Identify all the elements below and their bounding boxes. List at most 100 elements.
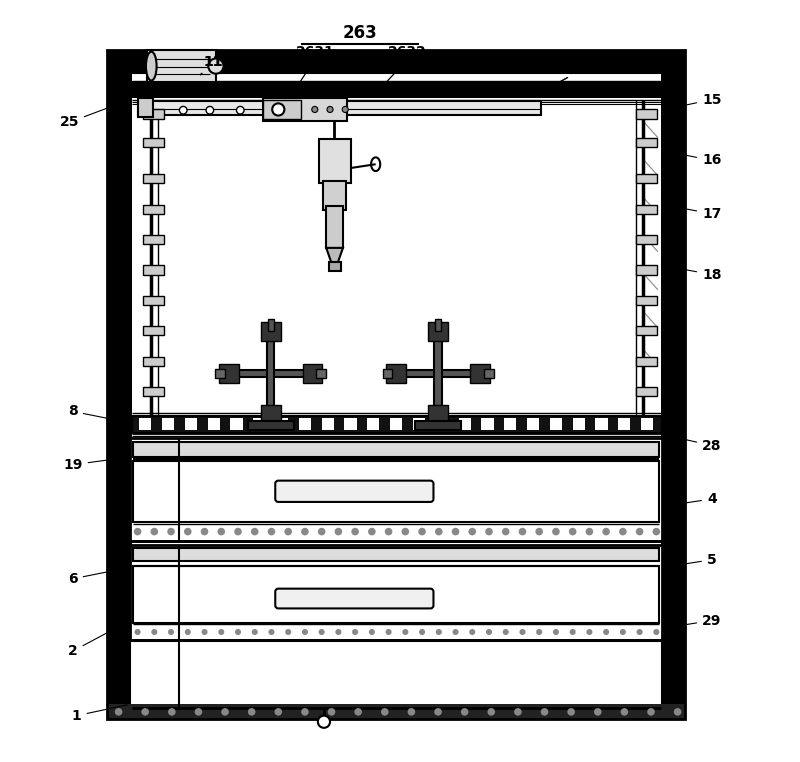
Bar [143, 326, 164, 335]
Circle shape [536, 629, 542, 635]
Text: 4: 4 [665, 492, 717, 506]
Bar [636, 296, 657, 305]
Bar [107, 50, 131, 719]
Text: 6: 6 [68, 568, 127, 586]
Circle shape [654, 629, 659, 635]
Bar [550, 418, 562, 431]
Circle shape [194, 708, 202, 716]
Bar [133, 442, 659, 457]
Text: 29: 29 [665, 613, 722, 628]
Bar [143, 138, 164, 147]
Ellipse shape [146, 52, 157, 81]
Circle shape [502, 629, 509, 635]
Bar [143, 265, 164, 274]
Bar [470, 363, 490, 383]
Bar [230, 418, 242, 431]
Bar [107, 703, 686, 719]
Circle shape [284, 528, 292, 536]
Circle shape [636, 528, 643, 536]
Circle shape [647, 708, 655, 716]
Bar [618, 418, 630, 431]
Circle shape [142, 708, 149, 716]
Text: 17: 17 [673, 207, 722, 221]
Bar [130, 438, 662, 541]
Text: 16: 16 [677, 153, 722, 168]
Bar [299, 418, 311, 431]
Circle shape [134, 528, 142, 536]
Circle shape [234, 528, 242, 536]
Circle shape [453, 629, 458, 635]
Bar [138, 101, 541, 115]
Circle shape [269, 629, 274, 635]
Circle shape [201, 528, 208, 536]
Circle shape [594, 708, 602, 716]
Bar [382, 369, 392, 378]
Circle shape [218, 528, 225, 536]
Circle shape [352, 629, 358, 635]
Bar [207, 418, 220, 431]
Text: 18: 18 [673, 267, 722, 281]
Text: 11: 11 [200, 55, 223, 75]
Bar [573, 418, 585, 431]
Text: 28: 28 [665, 435, 722, 453]
Circle shape [621, 708, 628, 716]
Circle shape [168, 629, 174, 635]
Circle shape [434, 708, 442, 716]
Bar [636, 174, 657, 183]
Circle shape [251, 528, 258, 536]
Bar [261, 322, 281, 341]
Bar [636, 204, 657, 213]
Text: 10: 10 [547, 62, 592, 89]
Circle shape [502, 528, 510, 536]
Circle shape [402, 528, 409, 536]
Circle shape [553, 629, 559, 635]
Circle shape [208, 59, 223, 74]
Circle shape [368, 528, 376, 536]
Circle shape [318, 629, 325, 635]
Bar [139, 418, 151, 431]
Polygon shape [326, 248, 343, 263]
Text: 2631: 2631 [295, 45, 334, 59]
Bar [133, 566, 659, 623]
Bar [263, 98, 346, 121]
Bar [130, 641, 662, 708]
Bar [131, 82, 661, 98]
Circle shape [435, 528, 442, 536]
Bar [367, 418, 379, 431]
Bar [415, 421, 461, 431]
Circle shape [327, 107, 333, 113]
Bar [413, 418, 425, 431]
Circle shape [274, 708, 282, 716]
Circle shape [637, 629, 642, 635]
Circle shape [179, 107, 187, 114]
Bar [636, 138, 657, 147]
Bar [636, 265, 657, 274]
Bar [138, 98, 153, 117]
Bar [434, 331, 442, 415]
Bar [143, 110, 164, 119]
Circle shape [301, 708, 309, 716]
Circle shape [469, 528, 476, 536]
Bar [107, 50, 686, 73]
Text: 2632: 2632 [388, 45, 427, 59]
Circle shape [328, 708, 335, 716]
Circle shape [351, 528, 359, 536]
Bar [131, 73, 661, 433]
Circle shape [519, 629, 526, 635]
Bar [162, 418, 174, 431]
Bar [143, 357, 164, 366]
Bar [484, 369, 494, 378]
Circle shape [602, 528, 610, 536]
Bar [504, 418, 516, 431]
Bar [482, 418, 494, 431]
Circle shape [222, 708, 229, 716]
Circle shape [369, 629, 375, 635]
Circle shape [312, 107, 318, 113]
Circle shape [218, 629, 224, 635]
Bar [436, 418, 448, 431]
Bar [636, 357, 657, 366]
Bar [326, 206, 343, 248]
Circle shape [268, 528, 275, 536]
Circle shape [151, 629, 158, 635]
Bar [323, 181, 346, 210]
